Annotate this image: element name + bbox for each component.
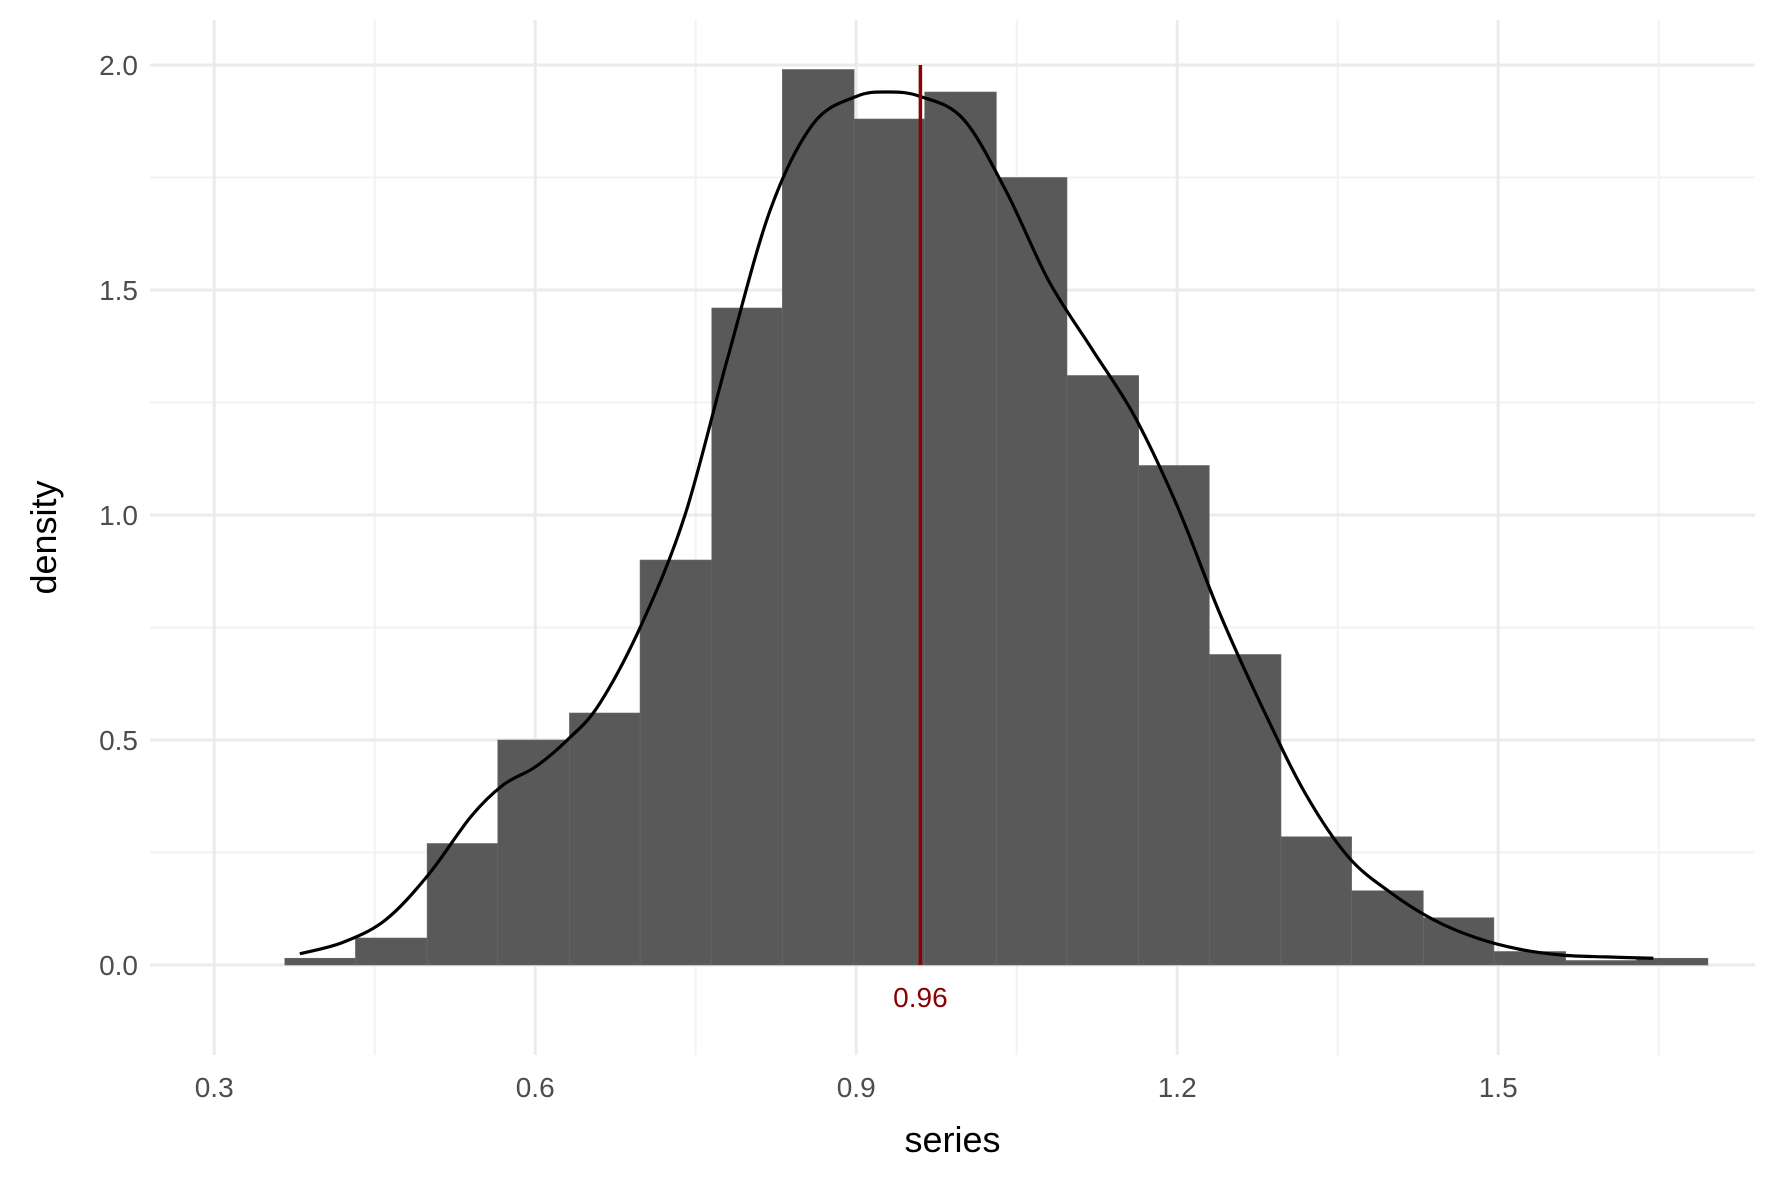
histogram-bar [355, 937, 428, 966]
density-curve [299, 90, 1654, 960]
y-tick-label: 0.0 [99, 950, 138, 981]
histogram-bar [924, 91, 997, 966]
y-tick-label: 1.0 [99, 500, 138, 531]
histogram-bar [1138, 465, 1210, 966]
x-tick-label: 0.9 [837, 1072, 876, 1103]
histogram-bar [853, 118, 925, 966]
histogram-bars [284, 69, 1709, 966]
histogram-bar [284, 957, 356, 966]
histogram-bar [1565, 960, 1637, 966]
histogram-bar [711, 307, 783, 966]
x-tick-label: 1.5 [1479, 1072, 1518, 1103]
x-axis-title: series [904, 1119, 1000, 1160]
histogram-bar [497, 739, 570, 966]
y-tick-label: 1.5 [99, 275, 138, 306]
x-tick-label: 0.6 [516, 1072, 555, 1103]
histogram-bar [569, 712, 641, 966]
tick-labels: 0.3 0.6 0.9 1.2 1.5 0.0 0.5 1.0 1.5 2.0 [99, 50, 1518, 1103]
reference-line-group: 0.96 [893, 65, 948, 1013]
histogram-bar [1635, 957, 1709, 966]
reference-line-label: 0.96 [893, 982, 948, 1013]
histogram-bar [1066, 375, 1139, 966]
x-tick-label: 0.3 [195, 1072, 234, 1103]
histogram-bar [1280, 836, 1352, 966]
histogram-bar [426, 843, 499, 966]
x-tick-label: 1.2 [1158, 1072, 1197, 1103]
y-tick-label: 2.0 [99, 50, 138, 81]
histogram-bar [1351, 890, 1424, 966]
histogram-bar [996, 177, 1068, 966]
y-tick-label: 0.5 [99, 725, 138, 756]
histogram-bar [639, 559, 713, 966]
density-curve-group [299, 90, 1654, 960]
histogram-bar [782, 69, 855, 966]
y-axis-title: density [23, 480, 64, 594]
histogram-bar [1209, 654, 1282, 966]
